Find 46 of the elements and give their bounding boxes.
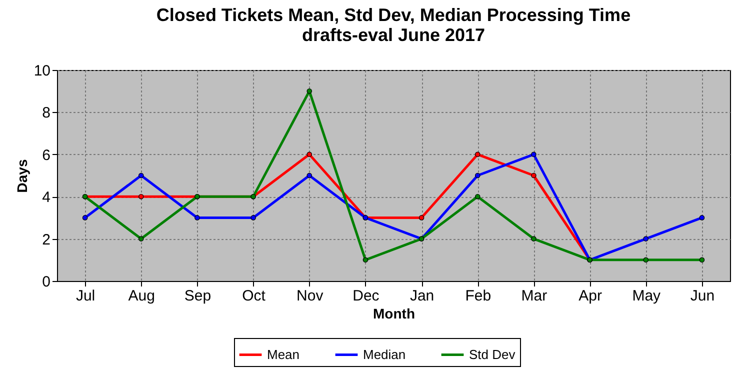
point xyxy=(474,172,480,178)
y-tick-label: 6 xyxy=(42,146,50,164)
y-tick-label: 4 xyxy=(42,189,50,206)
point xyxy=(194,215,200,220)
point xyxy=(138,172,144,178)
x-tick-label: Jan xyxy=(410,288,434,304)
point xyxy=(250,215,256,220)
point xyxy=(643,257,649,263)
y-tick-label: 2 xyxy=(42,231,50,248)
point xyxy=(643,236,649,242)
x-axis-title: Month xyxy=(373,306,415,322)
legend-label: Mean xyxy=(267,346,300,362)
point xyxy=(474,152,480,158)
x-tick-label: Feb xyxy=(465,288,492,304)
point xyxy=(474,194,480,200)
y-tick-label: 0 xyxy=(42,274,50,290)
x-tick-label: Nov xyxy=(296,288,324,304)
point xyxy=(306,172,312,178)
x-tick-label: Mar xyxy=(521,288,548,304)
point xyxy=(306,152,312,158)
point xyxy=(306,88,312,94)
x-tick-label: Dec xyxy=(352,288,380,304)
point xyxy=(699,257,705,263)
point xyxy=(531,152,536,158)
point xyxy=(418,215,424,220)
chart-subtitle: drafts-eval June 2017 xyxy=(302,25,486,45)
x-tick-label: Oct xyxy=(242,288,266,304)
legend-label: Std Dev xyxy=(469,346,516,362)
x-tick-label: Apr xyxy=(578,288,602,304)
point xyxy=(531,172,536,178)
point xyxy=(362,257,368,263)
point xyxy=(138,236,144,242)
y-tick-label: 10 xyxy=(34,62,50,80)
x-tick-label: Jun xyxy=(690,288,715,304)
point xyxy=(138,194,144,200)
x-tick-label: Jul xyxy=(76,288,96,304)
point xyxy=(699,215,705,220)
x-tick-label: Aug xyxy=(128,288,155,304)
point xyxy=(82,215,88,220)
x-tick-label: May xyxy=(632,288,662,304)
chart-title: Closed Tickets Mean, Std Dev, Median Processing Time xyxy=(156,5,631,25)
y-tick-label: 8 xyxy=(42,104,50,122)
point xyxy=(531,236,536,242)
y-axis-title: Days xyxy=(14,159,30,193)
legend-label: Median xyxy=(363,346,406,362)
x-tick-label: Sep xyxy=(184,288,212,304)
